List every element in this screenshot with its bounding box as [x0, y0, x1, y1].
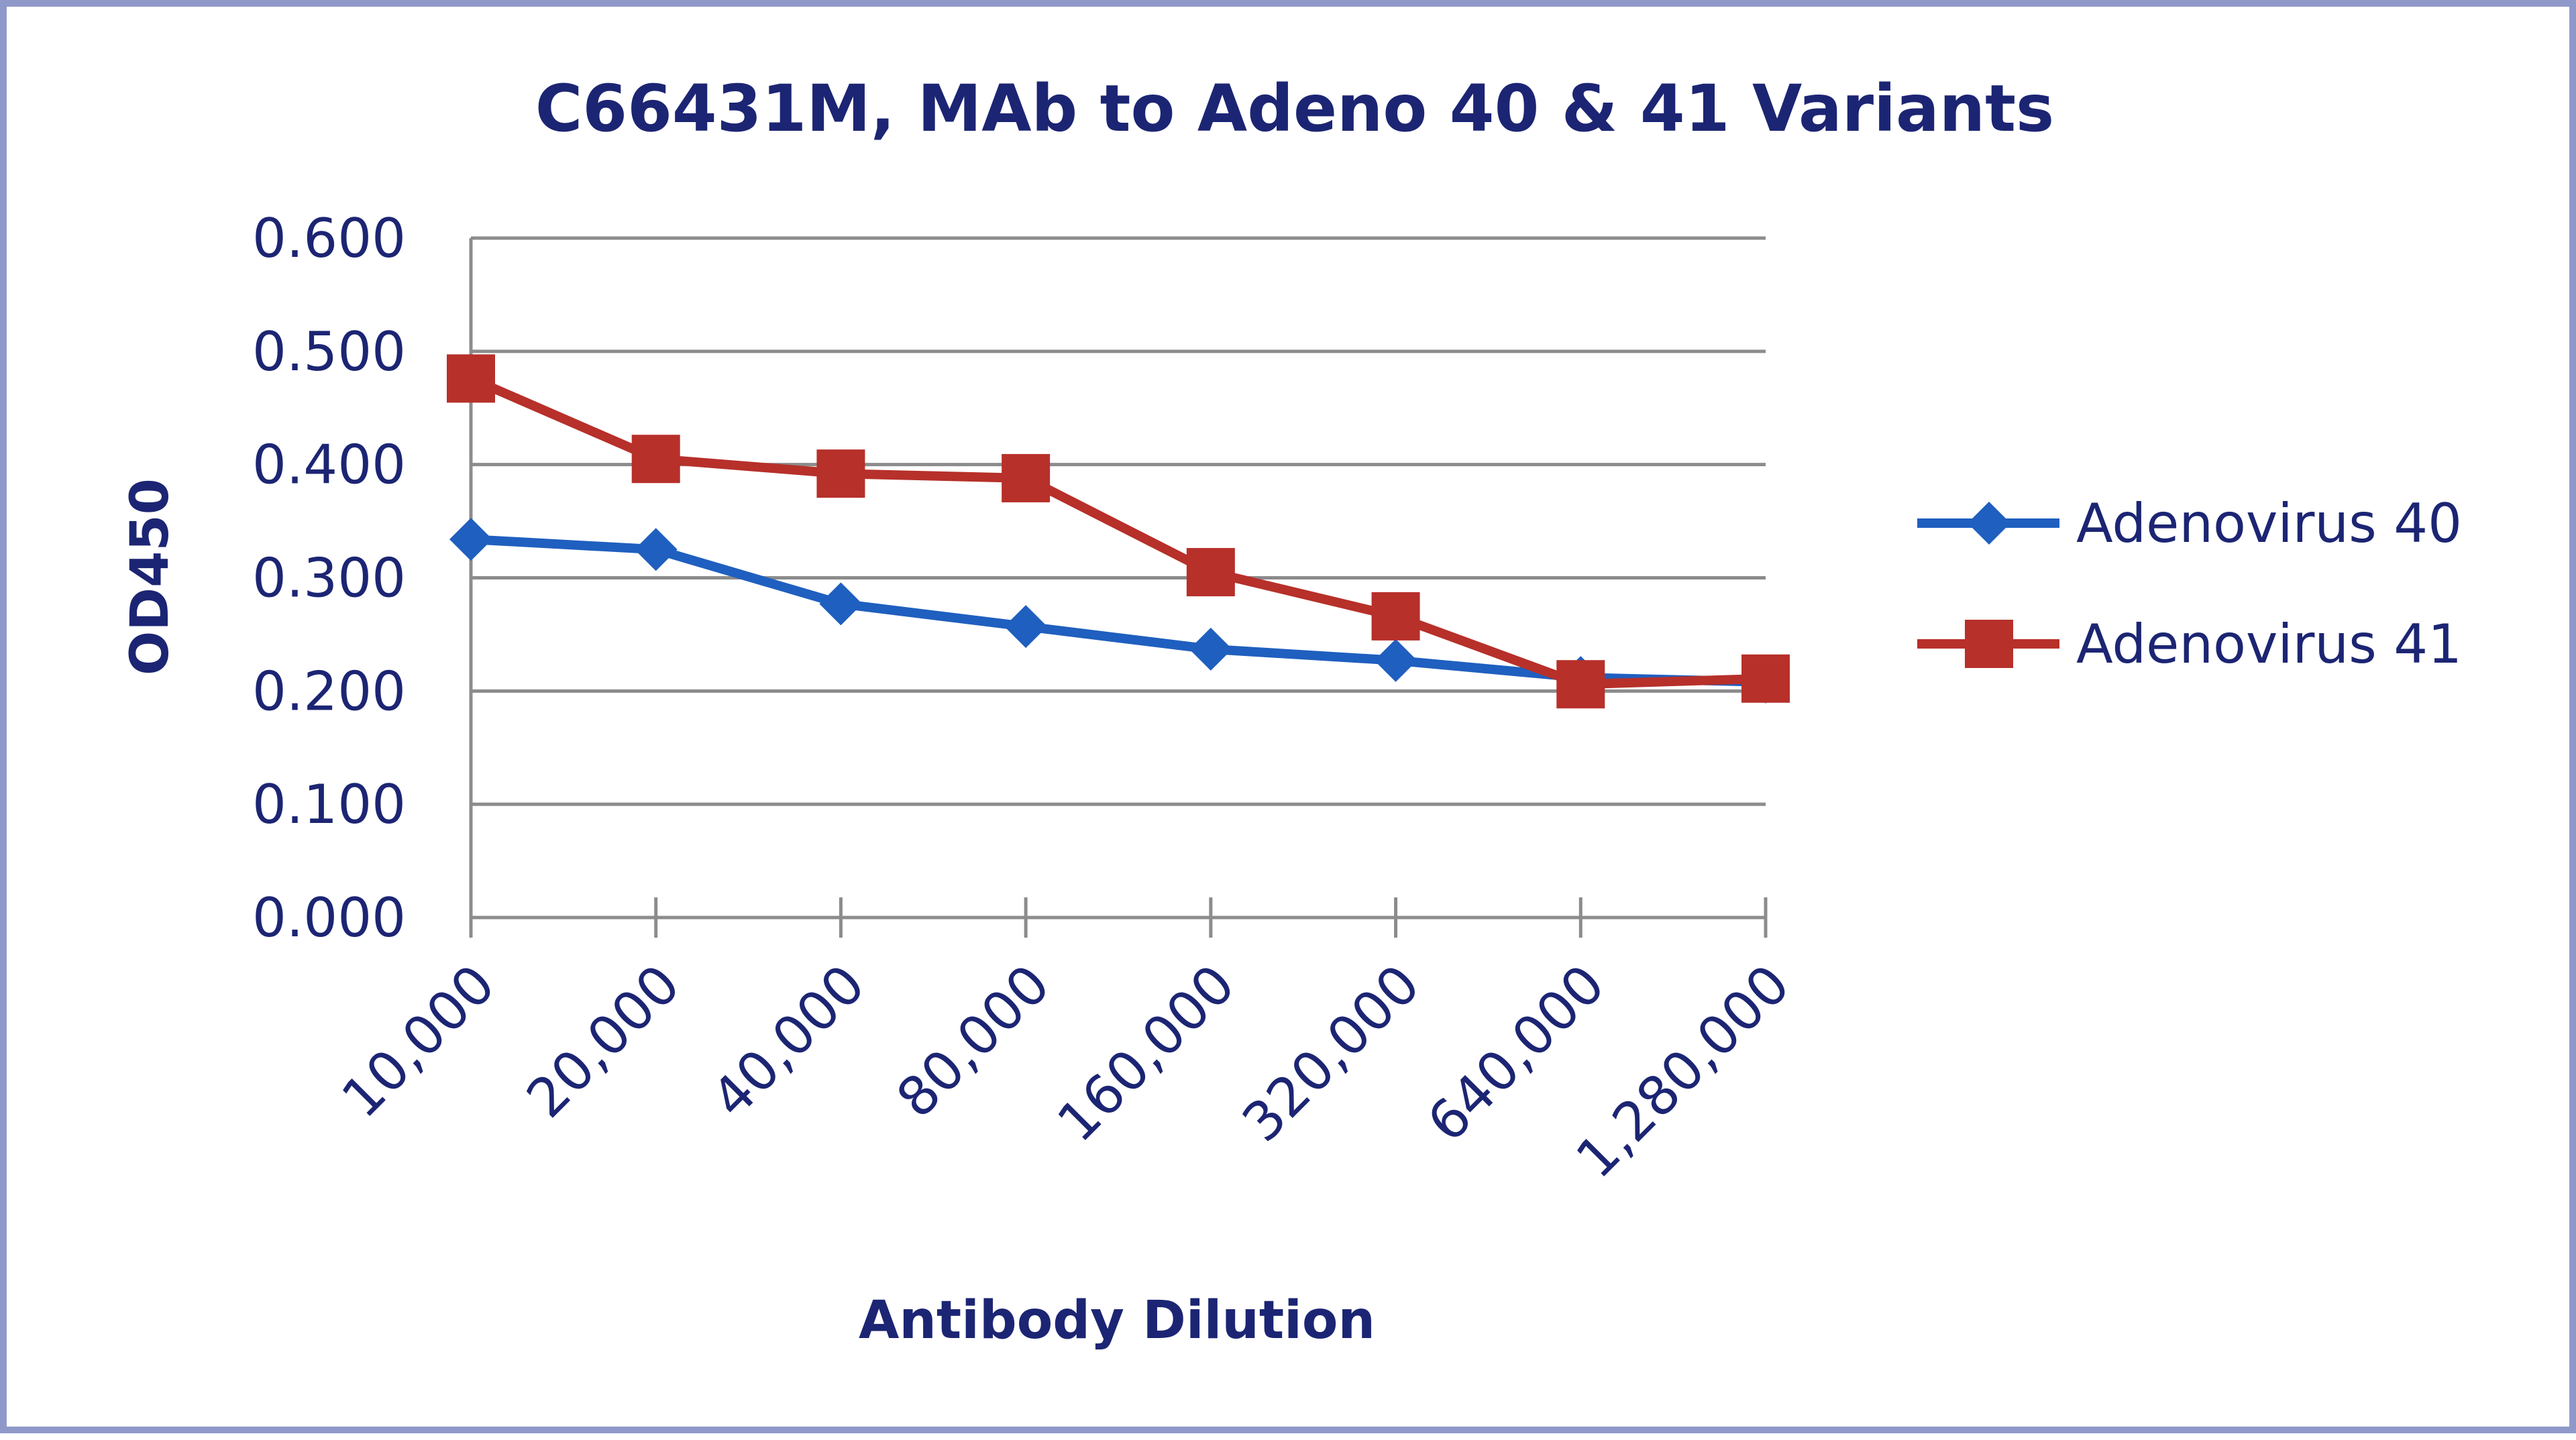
data-point [816, 449, 865, 498]
x-axis-ticks: 10,000 20,000 40,000 80,000160,000320,00064… [330, 897, 1801, 1190]
data-point [631, 435, 680, 484]
data-point [1371, 592, 1420, 641]
x-tick-label: 20,000 [515, 953, 692, 1130]
x-tick-label: 40,000 [700, 953, 877, 1130]
data-point [449, 518, 492, 561]
x-tick-label: 320,000 [1230, 953, 1432, 1154]
legend-entry: Adenovirus 40 [1917, 492, 2462, 555]
data-point [819, 582, 863, 626]
x-axis-title: Antibody Dilution [859, 1290, 1375, 1351]
x-tick-label: 80,000 [885, 953, 1062, 1130]
legend-marker [1968, 502, 2010, 545]
y-tick-label: 0.400 [252, 434, 406, 496]
data-point [1002, 453, 1051, 502]
legend: Adenovirus 40 Adenovirus 41 [1917, 492, 2462, 675]
data-point [1189, 627, 1232, 671]
axes [469, 238, 1766, 920]
chart-canvas: C66431M, MAb to Adeno 40 & 41 Variants 0… [120, 71, 2462, 1351]
y-tick-label: 0.600 [252, 207, 406, 270]
data-point [447, 354, 495, 403]
legend-marker [1965, 620, 2013, 668]
data-point [1741, 654, 1790, 703]
y-axis-ticks: 0.000 0.100 0.200 0.300 0.400 0.500 0.600 [252, 207, 406, 949]
data-point [1004, 605, 1048, 649]
y-tick-label: 0.500 [252, 321, 406, 383]
x-tick-label: 10,000 [330, 953, 507, 1130]
data-point [1556, 660, 1605, 709]
x-tick-label: 160,000 [1046, 953, 1247, 1154]
legend-label: Adenovirus 40 [2076, 492, 2462, 555]
y-tick-label: 0.100 [252, 773, 406, 836]
y-tick-label: 0.200 [252, 660, 406, 722]
series-lines [447, 354, 1790, 709]
y-axis-title: OD450 [120, 478, 180, 675]
data-point [1374, 639, 1417, 682]
series-2 [447, 354, 1790, 709]
y-tick-label: 0.000 [252, 887, 406, 949]
legend-entry: Adenovirus 41 [1917, 613, 2462, 675]
data-point [634, 528, 678, 571]
legend-label: Adenovirus 41 [2076, 613, 2462, 675]
data-point [1186, 548, 1235, 597]
y-tick-label: 0.300 [252, 547, 406, 610]
series-line [469, 374, 1766, 689]
chart-title: C66431M, MAb to Adeno 40 & 41 Variants [535, 71, 2054, 146]
